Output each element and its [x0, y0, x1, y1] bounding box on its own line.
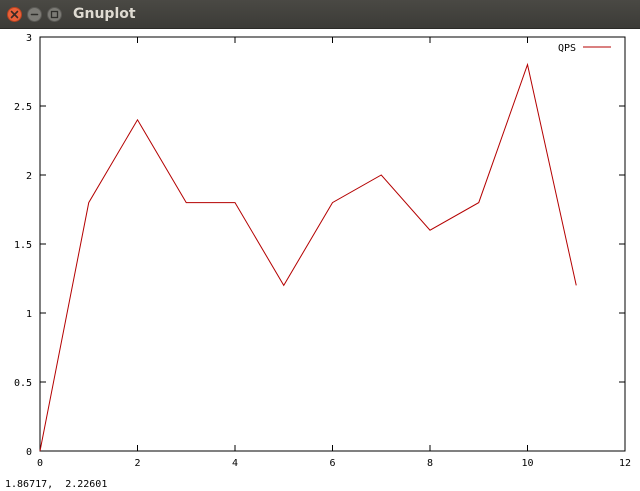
y-tick-label: 3	[26, 33, 32, 44]
maximize-icon	[50, 10, 59, 19]
y-tick-label: 2.5	[14, 102, 32, 113]
y-tick-label: 1	[26, 309, 32, 320]
x-tick-label: 12	[619, 458, 631, 469]
y-tick-label: 1.5	[14, 240, 32, 251]
y-tick-label: 0.5	[14, 378, 32, 389]
series-line-qps	[39, 62, 577, 452]
x-tick-label: 2	[134, 458, 140, 469]
mouse-coordinate-readout: 1.86717, 2.22601	[5, 479, 108, 490]
x-tick-label: 6	[329, 458, 335, 469]
x-tick-label: 10	[521, 458, 533, 469]
title-bar[interactable]: Gnuplot	[0, 0, 640, 29]
x-tick-label: 4	[232, 458, 238, 469]
plot-canvas[interactable]: 0 2 4 6 8 10 12 0 0.5 1 1.5 2 2.5 3 QPS	[0, 29, 640, 491]
y-tick-label: 2	[26, 171, 32, 182]
close-icon	[10, 10, 19, 19]
y-tick-label: 0	[26, 447, 32, 458]
maximize-button[interactable]	[47, 7, 62, 22]
line-chart[interactable]: 0 2 4 6 8 10 12 0 0.5 1 1.5 2 2.5 3 QPS	[0, 29, 640, 491]
plot-border	[39, 36, 626, 452]
minimize-button[interactable]	[27, 7, 42, 22]
window-title: Gnuplot	[73, 6, 136, 22]
x-tick-label: 0	[37, 458, 43, 469]
close-button[interactable]	[7, 7, 22, 22]
minimize-icon	[30, 13, 39, 16]
legend-label: QPS	[558, 43, 576, 54]
x-tick-label: 8	[427, 458, 433, 469]
